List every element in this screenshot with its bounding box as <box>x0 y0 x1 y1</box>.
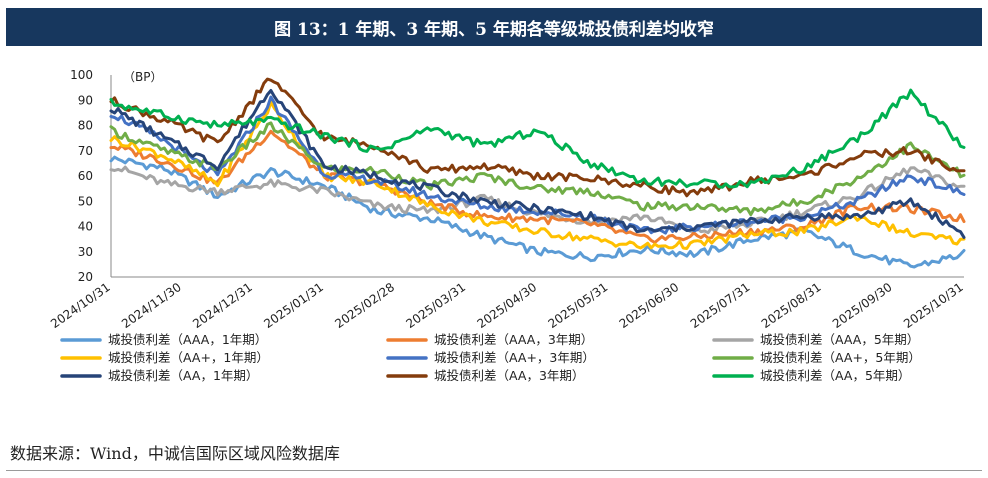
legend-label-AAA_1: 城投债利差（AAA，1年期） <box>108 332 267 347</box>
x-tick-label: 2025/08/31 <box>759 280 824 331</box>
y-tick-label: 40 <box>78 220 93 234</box>
y-tick-label: 80 <box>78 119 93 133</box>
series-line-AA_5 <box>109 88 966 189</box>
legend-label-AAA_5: 城投债利差（AAA，5年期） <box>760 332 919 347</box>
bottom-divider <box>6 470 982 471</box>
legend-label-AA_3: 城投债利差（AA，3年期） <box>434 368 584 383</box>
series-line-AAA_1 <box>109 155 966 269</box>
chart-title: 图 13：1 年期、3 年期、5 年期各等级城投债利差均收窄 <box>6 8 982 46</box>
y-tick-label: 50 <box>78 194 93 208</box>
x-tick-label: 2024/10/31 <box>48 280 113 331</box>
y-tick-label: 60 <box>78 169 93 183</box>
legend-label-AAp_5: 城投债利差（AA+，5年期） <box>760 350 921 365</box>
y-tick-label: 90 <box>78 93 93 107</box>
series-line-AAA_5 <box>109 165 966 235</box>
y-tick-label: 100 <box>70 68 93 82</box>
x-tick-label: 2025/06/30 <box>617 280 682 331</box>
x-tick-label: 2025/02/28 <box>332 280 397 331</box>
x-tick-label: 2025/09/30 <box>830 280 895 331</box>
legend-label-AAp_3: 城投债利差（AA+，3年期） <box>434 350 595 365</box>
x-tick-label: 2024/12/31 <box>190 280 255 331</box>
series-line-AA_1 <box>109 89 966 239</box>
series-line-AA_3 <box>109 77 966 198</box>
x-tick-label: 2025/10/31 <box>901 280 966 331</box>
legend-label-AAA_3: 城投债利差（AAA，3年期） <box>434 332 593 347</box>
y-tick-label: 30 <box>78 245 93 259</box>
series-line-AAp_3 <box>109 95 966 235</box>
legend-label-AAp_1: 城投债利差（AA+，1年期） <box>108 350 269 365</box>
x-tick-label: 2024/11/30 <box>119 280 184 331</box>
x-tick-label: 2025/04/30 <box>475 280 540 331</box>
x-tick-label: 2025/03/31 <box>403 280 468 331</box>
legend-label-AA_1: 城投债利差（AA，1年期） <box>108 368 258 383</box>
x-tick-label: 2025/07/31 <box>688 280 753 331</box>
x-tick-label: 2025/01/31 <box>261 280 326 331</box>
x-tick-label: 2025/05/31 <box>546 280 611 331</box>
y-tick-label: 20 <box>78 270 93 284</box>
source-note: 数据来源：Wind，中诚信国际区域风险数据库 <box>10 444 340 463</box>
line-chart: 20 30 40 50 60 70 80 90 100 （BP） 2024/10/31 2024/11… <box>48 68 966 383</box>
y-axis-unit-label: （BP） <box>123 70 162 84</box>
series-line-AAp_5 <box>109 121 966 217</box>
y-tick-label: 70 <box>78 144 93 158</box>
legend-label-AA_5: 城投债利差（AA，5年期） <box>760 368 910 383</box>
